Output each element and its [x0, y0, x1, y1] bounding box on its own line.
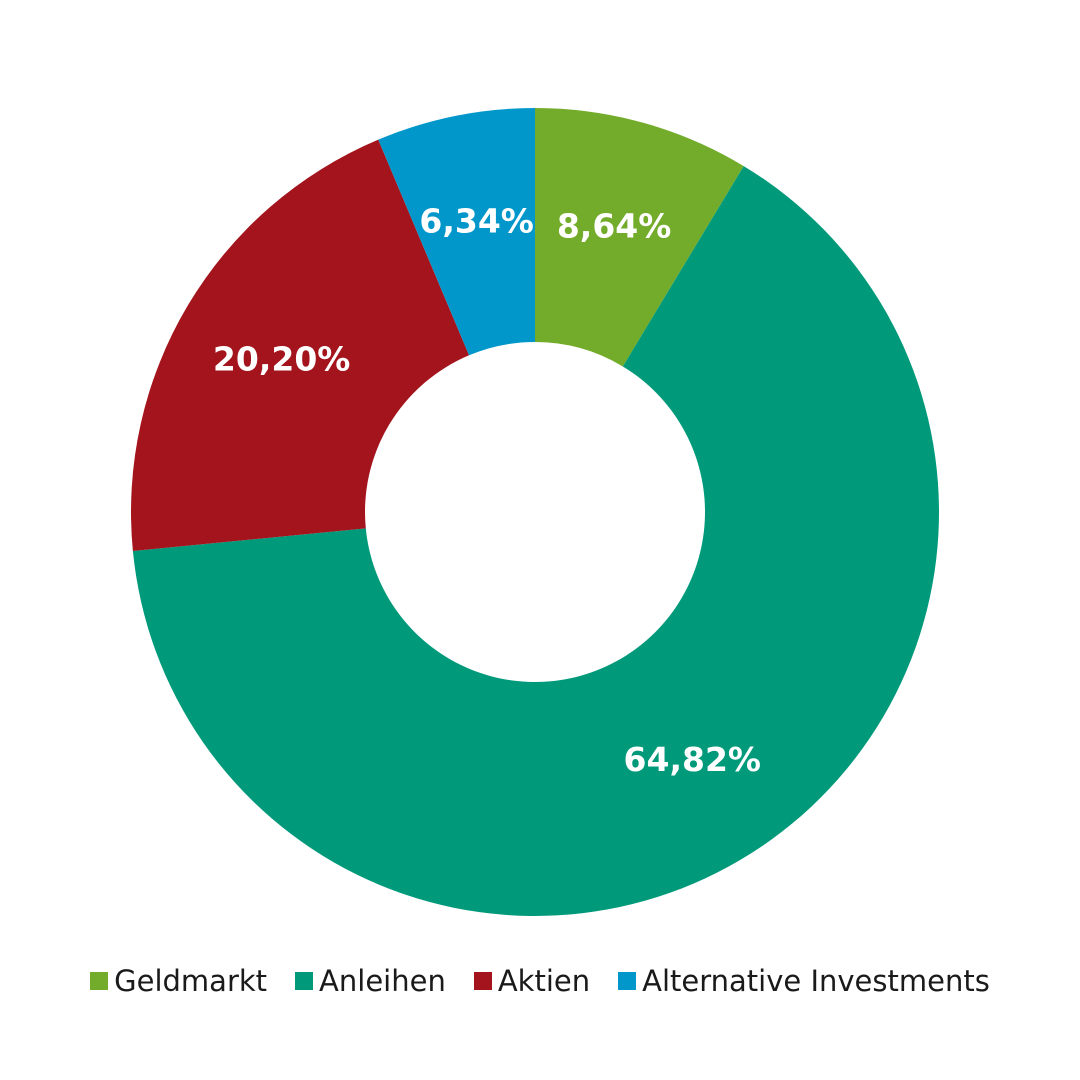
legend-item-aktien: Aktien — [473, 964, 591, 998]
legend-item-anleihen: Anleihen — [295, 964, 446, 998]
slice-label-aktien: 20,20% — [213, 339, 350, 378]
slice-label-geldmarkt: 8,64% — [557, 206, 672, 245]
donut-chart: 8,64% 64,82% 20,20% 6,34% — [131, 108, 939, 917]
legend-swatch-anleihen — [295, 972, 314, 990]
slice-geldmarkt — [535, 108, 744, 367]
donut-slices — [131, 108, 939, 917]
legend-swatch-alternative-investments — [618, 972, 637, 990]
legend-item-alternative-investments: Alternative Investments — [618, 964, 990, 998]
legend-label-geldmarkt: Geldmarkt — [114, 964, 268, 998]
slice-labels: 8,64% 64,82% 20,20% 6,34% — [213, 201, 761, 779]
slice-label-alternative-investments: 6,34% — [419, 201, 534, 240]
legend-item-geldmarkt: Geldmarkt — [90, 964, 267, 998]
legend-swatch-geldmarkt — [90, 972, 109, 990]
slice-aktien — [131, 139, 470, 552]
slice-label-anleihen: 64,82% — [624, 740, 761, 779]
slice-anleihen — [132, 166, 939, 917]
legend-label-aktien: Aktien — [497, 964, 591, 998]
chart-legend: Geldmarkt Anleihen Aktien Alternative In… — [0, 958, 1080, 1004]
legend-label-anleihen: Anleihen — [319, 964, 446, 998]
legend-label-alternative-investments: Alternative Investments — [642, 964, 990, 998]
slice-alternative-investments — [378, 108, 535, 356]
legend-swatch-aktien — [473, 972, 492, 990]
